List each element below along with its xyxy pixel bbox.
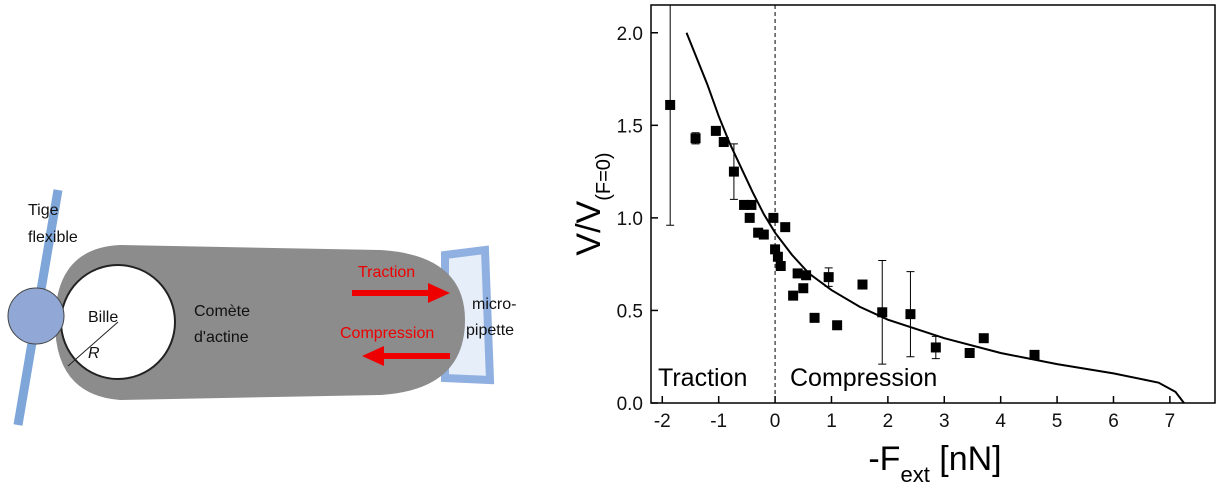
x-tick-label: 3 <box>939 411 950 432</box>
x-tick-label: 0 <box>770 411 781 432</box>
data-point <box>775 261 786 272</box>
data-point <box>823 272 834 283</box>
data-point <box>772 251 783 262</box>
data-point <box>809 312 820 323</box>
data-point <box>744 212 755 223</box>
x-tick-label: -2 <box>654 411 671 432</box>
pipette-label: pipette <box>466 322 514 339</box>
traction-arrow-head <box>428 283 450 303</box>
rod-label: Tige <box>28 202 59 219</box>
data-point <box>964 348 975 359</box>
x-tick-label: 2 <box>883 411 894 432</box>
x-tick-label: -1 <box>710 411 727 432</box>
data-point <box>1029 349 1040 360</box>
data-point <box>792 268 803 279</box>
data-point <box>930 342 941 353</box>
data-point <box>832 320 843 331</box>
y-tick-label: 0.0 <box>617 394 643 415</box>
rod-sphere <box>7 287 65 345</box>
data-point <box>780 222 791 233</box>
x-axis-label-unit: [nN] <box>930 440 1002 478</box>
data-point <box>770 244 781 255</box>
data-point <box>798 283 809 294</box>
x-tick-label: 4 <box>995 411 1006 432</box>
radius-label: R <box>88 345 100 362</box>
data-point <box>753 227 764 238</box>
rod-label: flexible <box>28 229 78 246</box>
radius <box>67 321 119 367</box>
comet-label: d'actine <box>194 329 249 346</box>
y-axis-label: V/V(F=0) <box>570 152 615 255</box>
y-axis-label-main: V/V <box>570 200 608 255</box>
data-point <box>739 199 750 210</box>
plot-frame <box>650 4 1216 404</box>
error-bar <box>666 4 675 226</box>
annotation: Traction <box>658 364 747 392</box>
bead-label: Bille <box>88 309 118 326</box>
y-tick-label: 1.0 <box>617 209 643 230</box>
comet-label: Comète <box>194 303 250 320</box>
data-point <box>665 99 676 110</box>
data-point <box>710 125 721 136</box>
y-tick-label: 1.5 <box>617 116 643 137</box>
y-tick-label: 2.0 <box>617 24 643 45</box>
data-point <box>758 229 769 240</box>
data-point <box>877 307 888 318</box>
compression-label: Compression <box>340 325 434 342</box>
pipette-label: micro- <box>472 296 516 313</box>
data-point <box>690 133 701 144</box>
y-tick-label: 0.5 <box>617 301 643 322</box>
fit-curve <box>685 32 1185 404</box>
data-point <box>718 136 729 147</box>
data-point <box>746 199 757 210</box>
compression-arrow-head <box>362 346 384 366</box>
data-point <box>801 270 812 281</box>
diagram: Tige flexible Bille R Comète d'actine Tr… <box>7 189 516 426</box>
x-axis-label: -Fext [nN] <box>868 440 1001 487</box>
x-axis-label-main: -F <box>868 440 900 478</box>
data-point <box>978 333 989 344</box>
x-axis-label-sub: ext <box>900 462 929 487</box>
annotation: Compression <box>790 364 937 392</box>
traction-label: Traction <box>358 264 415 281</box>
x-tick-label: 5 <box>1052 411 1063 432</box>
data-point <box>905 309 916 320</box>
y-axis-label-sub: (F=0) <box>593 152 615 200</box>
x-tick-label: 1 <box>826 411 837 432</box>
data-point <box>768 212 779 223</box>
x-tick-label: 6 <box>1108 411 1119 432</box>
data-point <box>857 279 868 290</box>
data-point <box>788 290 799 301</box>
data-point <box>728 166 739 177</box>
x-tick-label: 7 <box>1165 411 1176 432</box>
